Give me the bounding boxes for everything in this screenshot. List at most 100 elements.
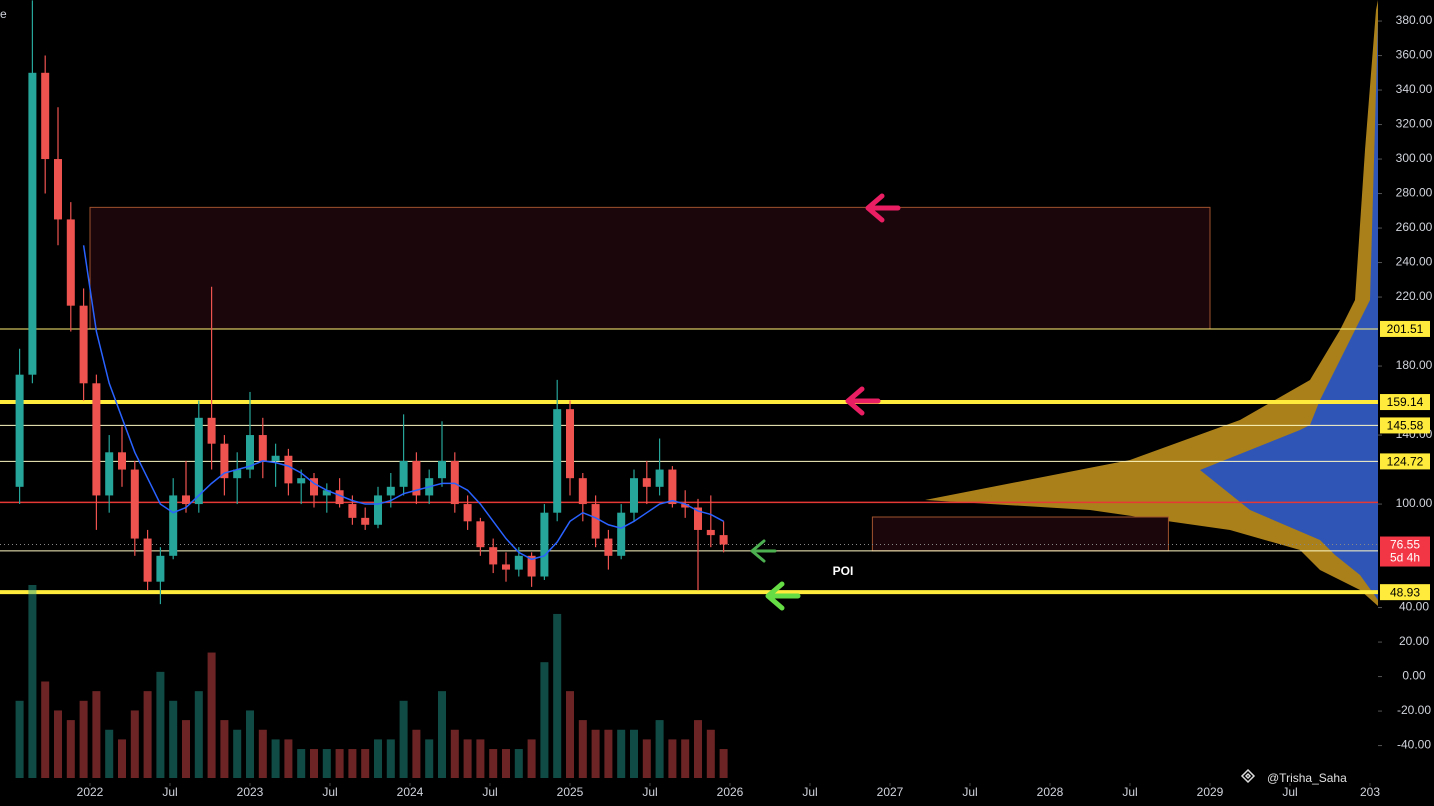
volume-bar	[553, 613, 562, 778]
watermark-text: @Trisha_Saha	[1267, 771, 1347, 785]
zone	[871, 516, 1169, 552]
volume-bar	[41, 681, 50, 778]
volume-bar	[540, 662, 549, 778]
volume-bar	[28, 585, 37, 778]
candle-body	[335, 490, 344, 505]
candle-body	[79, 305, 88, 384]
candle-body	[15, 374, 24, 487]
y-tick-label: 380.00	[1396, 13, 1433, 27]
volume-bar	[655, 720, 664, 778]
volume-bar	[169, 700, 178, 778]
candle-body	[463, 504, 472, 522]
volume-bar	[719, 749, 728, 778]
volume-bar	[476, 739, 485, 778]
y-tick-label: 360.00	[1396, 48, 1433, 62]
y-tick-label: 0.00	[1402, 669, 1426, 683]
x-tick-label: 2025	[557, 785, 584, 799]
candle-body	[310, 478, 318, 496]
volume-bar	[527, 739, 536, 778]
candle-body	[412, 460, 421, 496]
level-label: 145.58	[1387, 419, 1424, 433]
volume-bar	[502, 749, 510, 778]
volume-bar	[79, 700, 88, 778]
candle-body	[476, 521, 485, 548]
volume-bar	[361, 749, 370, 778]
y-tick-label: 240.00	[1396, 255, 1433, 269]
candle-body	[246, 435, 254, 470]
moving-average	[82, 245, 724, 561]
candle-body	[502, 564, 510, 570]
y-tick-label: 320.00	[1396, 117, 1433, 131]
candle-body	[604, 538, 613, 556]
volume-bar	[489, 749, 498, 778]
candle-body	[630, 478, 638, 513]
volume-bar	[694, 720, 702, 778]
candle-body	[514, 555, 523, 570]
y-tick-label: 260.00	[1396, 220, 1433, 234]
volume-bar	[233, 729, 242, 778]
y-tick-label: 220.00	[1396, 289, 1433, 303]
level-label-box	[1380, 394, 1430, 411]
candle-body	[54, 159, 62, 220]
volume-bar	[54, 710, 62, 778]
candle-body	[105, 452, 114, 496]
level-label-box	[1380, 417, 1430, 434]
level-label: 159.14	[1387, 395, 1424, 409]
corner-text: e	[0, 7, 7, 21]
volume-bar	[92, 691, 101, 778]
candle-body	[284, 455, 293, 484]
candle-body	[271, 455, 280, 461]
y-tick-label: 40.00	[1399, 600, 1429, 614]
volume-bar	[66, 720, 75, 778]
volume-bar	[143, 691, 152, 778]
x-tick-label: 2029	[1197, 785, 1224, 799]
volume-bar	[207, 652, 216, 778]
candle-body	[66, 219, 75, 306]
candle-body	[258, 435, 267, 461]
candle-body	[118, 452, 126, 470]
y-tick-label: 100.00	[1396, 496, 1433, 510]
price-label: 76.55	[1390, 538, 1420, 552]
volume-bar	[271, 739, 280, 778]
x-tick-label: 2024	[397, 785, 424, 799]
level-label-box	[1380, 320, 1430, 337]
y-tick-label: 280.00	[1396, 186, 1433, 200]
x-tick-label: Jul	[1282, 785, 1297, 799]
candle-body	[169, 495, 178, 556]
volume-bar	[194, 691, 203, 778]
candle-body	[681, 504, 690, 508]
candle-body	[41, 72, 50, 160]
volume-bar	[463, 739, 472, 778]
candle-body	[642, 478, 651, 487]
x-tick-label: Jul	[642, 785, 657, 799]
countdown: 5d 4h	[1390, 551, 1420, 565]
candle-body	[694, 507, 702, 530]
level-label: 201.51	[1387, 322, 1424, 336]
candle-body	[540, 512, 549, 577]
volume-profile	[925, 0, 1378, 606]
x-tick-label: 2028	[1037, 785, 1064, 799]
x-tick-label: 2023	[237, 785, 264, 799]
candle-body	[374, 495, 382, 525]
volume-bar	[450, 729, 459, 778]
x-tick-label: Jul	[162, 785, 177, 799]
candle-body	[527, 555, 536, 577]
x-tick-label: 203	[1360, 785, 1380, 799]
volume-bar	[604, 729, 613, 778]
arrow	[750, 539, 777, 563]
volume-bar	[514, 749, 523, 778]
y-tick-label: -40.00	[1397, 738, 1431, 752]
volume-bar	[374, 739, 382, 778]
y-tick-label: 300.00	[1396, 151, 1433, 165]
candle-body	[591, 504, 600, 539]
y-tick-label: -20.00	[1397, 703, 1431, 717]
level-label-box	[1380, 584, 1430, 601]
candle-body	[297, 478, 306, 484]
logo	[1240, 768, 1256, 784]
volume-bar	[566, 691, 574, 778]
candle-body	[553, 409, 562, 513]
volume-bar	[15, 700, 24, 778]
candle-body	[706, 529, 715, 536]
watermark: @Trisha_Saha	[1240, 768, 1347, 785]
volume-bar	[118, 739, 126, 778]
